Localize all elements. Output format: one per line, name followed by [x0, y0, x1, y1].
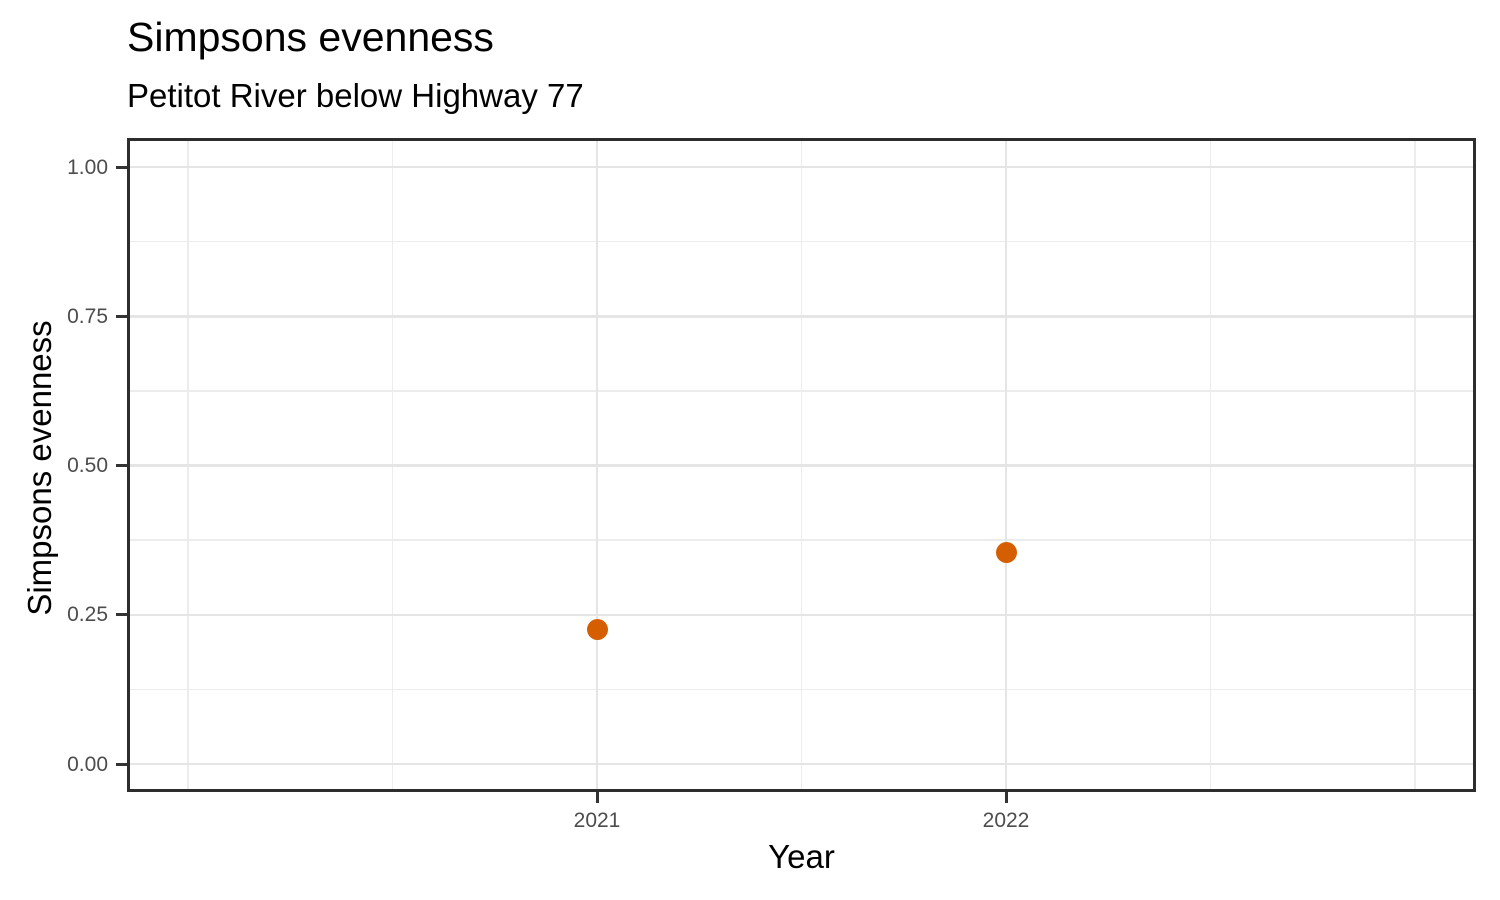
- gridline-x-major: [595, 138, 599, 792]
- x-tick-mark: [1004, 792, 1008, 803]
- x-tick-label: 2022: [982, 809, 1030, 832]
- x-tick-label: 2021: [573, 809, 621, 832]
- x-tick-mark: [595, 792, 599, 803]
- gridline-y-major: [127, 613, 1476, 616]
- y-tick-mark: [116, 314, 127, 318]
- y-tick-label: 0.25: [67, 603, 108, 627]
- gridline-y-major: [127, 315, 1476, 318]
- plot-panel: [127, 138, 1476, 792]
- chart-title: Simpsons evenness: [127, 14, 494, 60]
- gridline-y-major: [127, 762, 1476, 766]
- gridline-y-major: [127, 464, 1476, 467]
- x-axis-title: Year: [768, 838, 835, 875]
- y-tick-mark: [116, 613, 127, 617]
- y-tick-mark: [116, 762, 127, 766]
- y-tick-label: 0.00: [67, 752, 108, 776]
- y-tick-label: 1.00: [67, 155, 108, 179]
- y-tick-label: 0.75: [67, 304, 108, 328]
- y-tick-label: 0.50: [67, 454, 108, 477]
- data-point: [586, 619, 608, 641]
- y-axis-title: Simpsons evenness: [20, 320, 58, 616]
- data-point: [995, 541, 1017, 563]
- gridline-x-major: [1004, 138, 1008, 792]
- chart-subtitle: Petitot River below Highway 77: [127, 77, 584, 114]
- gridline-y-major: [127, 165, 1476, 169]
- y-tick-mark: [116, 165, 127, 169]
- y-tick-mark: [116, 464, 127, 467]
